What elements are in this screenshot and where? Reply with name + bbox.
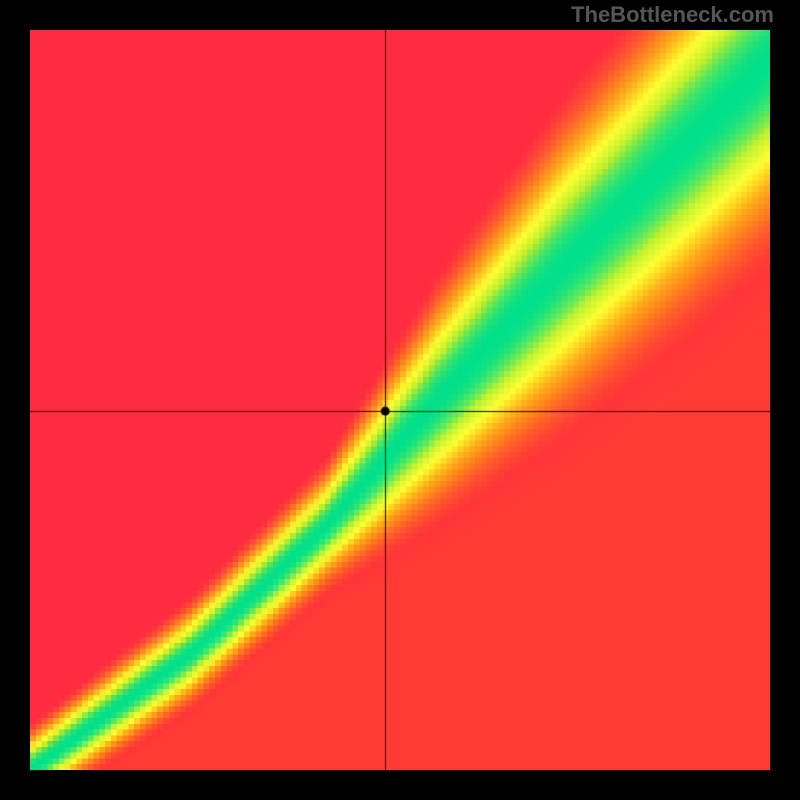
watermark-label: TheBottleneck.com (571, 2, 774, 28)
crosshair-overlay (30, 30, 770, 770)
